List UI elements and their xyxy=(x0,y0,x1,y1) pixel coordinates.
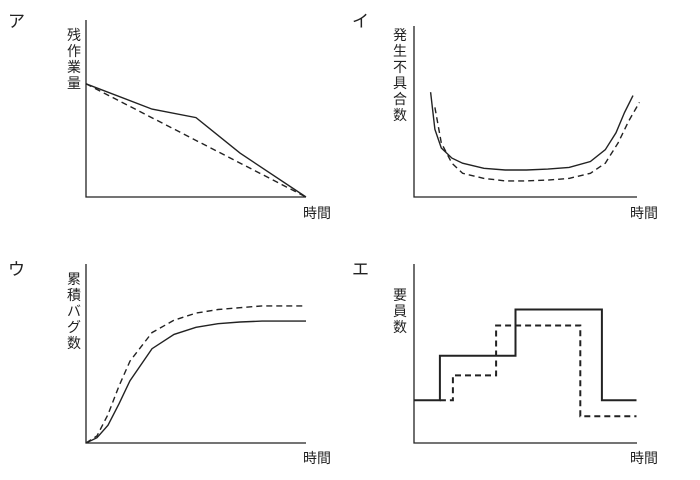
y-axis-label: 要員数 xyxy=(393,288,407,336)
chart-panel-u: ウ 累積バグ数 時間 xyxy=(8,260,331,467)
solid-series-line xyxy=(414,308,637,402)
panel-letter: イ xyxy=(352,12,369,32)
dashed-series-line xyxy=(85,83,307,198)
axes xyxy=(413,26,637,198)
chart-panel-e: エ 要員数 時間 xyxy=(352,260,658,467)
solid-series-line xyxy=(85,83,307,198)
x-axis-label: 時間 xyxy=(630,451,658,467)
series-layer xyxy=(85,83,307,198)
x-axis-label: 時間 xyxy=(303,206,331,222)
series-layer xyxy=(429,92,641,182)
chart-panel-i: イ 発生不具合数 時間 xyxy=(352,12,658,222)
dashed-series-line xyxy=(434,102,641,182)
solid-series-line xyxy=(429,92,634,171)
x-axis-label: 時間 xyxy=(630,206,658,222)
chart-panel-a: ア 残作業量 時間 xyxy=(8,12,331,222)
axes xyxy=(85,264,306,444)
axes xyxy=(85,20,306,198)
solid-series-line xyxy=(85,320,306,444)
series-layer xyxy=(414,308,637,418)
panel-letter: ウ xyxy=(8,260,25,280)
y-axis-label: 発生不具合数 xyxy=(393,28,407,124)
axes xyxy=(413,264,637,444)
y-axis-label: 累積バグ数 xyxy=(67,272,81,352)
dashed-series-line xyxy=(85,305,306,444)
x-axis-label: 時間 xyxy=(303,451,331,467)
panel-letter: エ xyxy=(352,260,369,280)
series-layer xyxy=(85,305,306,444)
y-axis-label: 残作業量 xyxy=(67,28,81,92)
panel-letter: ア xyxy=(8,12,25,32)
dashed-series-line xyxy=(439,324,637,418)
